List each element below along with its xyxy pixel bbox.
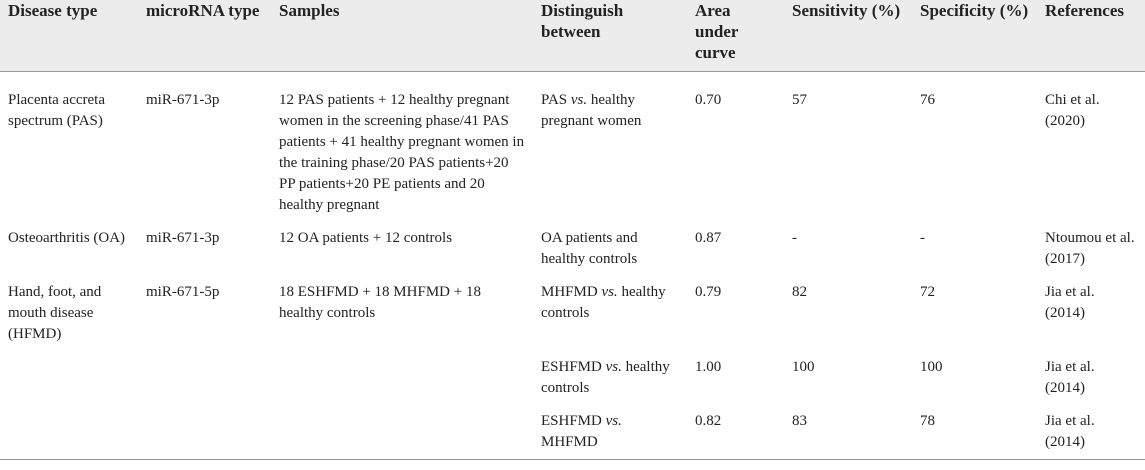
header-area-under-curve: Area under curve (687, 0, 784, 72)
cell-auc: 0.87 (695, 230, 722, 246)
cell-auc: 1.00 (695, 359, 722, 375)
cell-distinguish: MHFMD vs. healthy controls (533, 276, 687, 351)
cell-reference: Chi et al. (2020) (1045, 92, 1100, 129)
cell-samples: 12 OA patients + 12 controls (279, 230, 453, 246)
header-sensitivity: Sensitivity (%) (784, 0, 912, 72)
distinguish-text: healthy controls (541, 284, 666, 321)
cell-distinguish: PAS vs. healthy pregnant women (533, 72, 687, 223)
distinguish-text: MHFMD (541, 284, 602, 300)
cell-reference: Ntoumou et al. (2017) (1045, 230, 1135, 267)
distinguish-text: ESHFMD (541, 359, 606, 375)
cell-distinguish: OA patients and healthy controls (533, 222, 687, 276)
table-row: Placenta accreta spectrum (PAS) miR-671-… (0, 72, 1145, 223)
distinguish-text: healthy pregnant women (541, 92, 642, 129)
cell-mirna (138, 405, 271, 460)
cell-samples (271, 351, 533, 405)
header-distinguish-between: Distinguish between (533, 0, 687, 72)
table-row: ESHFMD vs. healthy controls 1.00 100 100… (0, 351, 1145, 405)
header-microrna-type: microRNA type (138, 0, 271, 72)
cell-samples: 18 ESHFMD + 18 MHFMD + 18 healthy contro… (279, 284, 481, 321)
header-specificity: Specificity (%) (912, 0, 1037, 72)
distinguish-text: OA patients and healthy controls (541, 230, 638, 267)
header-samples: Samples (271, 0, 533, 72)
vs-text: vs. (605, 413, 622, 429)
cell-sensitivity: 57 (792, 92, 807, 108)
cell-sensitivity: - (792, 230, 797, 246)
header-references: References (1037, 0, 1145, 72)
distinguish-text: healthy controls (541, 359, 670, 396)
cell-mirna: miR-671-5p (146, 284, 220, 300)
cell-mirna (138, 351, 271, 405)
cell-reference: Jia et al. (2014) (1045, 284, 1095, 321)
cell-auc: 0.70 (695, 92, 722, 108)
table-row: Hand, foot, and mouth disease (HFMD) miR… (0, 276, 1145, 351)
cell-auc: 0.82 (687, 405, 784, 460)
cell-specificity: - (920, 230, 925, 246)
distinguish-text: MHFMD (541, 434, 598, 450)
cell-disease: Osteoarthritis (OA) (8, 230, 126, 246)
cell-specificity: 100 (920, 359, 943, 375)
cell-distinguish: ESHFMD vs. MHFMD (533, 405, 687, 460)
cell-disease (0, 405, 138, 460)
cell-specificity: 78 (912, 405, 1037, 460)
distinguish-text: ESHFMD (541, 413, 606, 429)
cell-mirna: miR-671-3p (146, 92, 220, 108)
cell-disease: Hand, foot, and mouth disease (HFMD) (8, 284, 102, 342)
cell-disease: Placenta accreta spectrum (PAS) (8, 92, 106, 129)
header-disease-type: Disease type (0, 0, 138, 72)
vs-text: vs. (605, 359, 622, 375)
cell-sensitivity: 82 (792, 284, 807, 300)
vs-text: vs. (601, 284, 618, 300)
cell-auc: 0.79 (695, 284, 722, 300)
cell-disease (0, 351, 138, 405)
distinguish-text: PAS (541, 92, 571, 108)
vs-text: vs. (570, 92, 588, 108)
header-row: Disease type microRNA type Samples Disti… (0, 0, 1145, 72)
table-row: ESHFMD vs. MHFMD 0.82 83 78 Jia et al. (… (0, 405, 1145, 460)
cell-specificity: 72 (920, 284, 935, 300)
cell-sensitivity: 100 (792, 359, 815, 375)
table-row: Osteoarthritis (OA) miR-671-3p 12 OA pat… (0, 222, 1145, 276)
cell-samples: 12 PAS patients + 12 healthy pregnant wo… (279, 92, 525, 213)
cell-mirna: miR-671-3p (146, 230, 220, 246)
cell-distinguish: ESHFMD vs. healthy controls (533, 351, 687, 405)
cell-reference: Jia et al. (2014) (1037, 405, 1145, 460)
cell-samples (271, 405, 533, 460)
cell-reference: Jia et al. (2014) (1045, 359, 1095, 396)
mirna-table: Disease type microRNA type Samples Disti… (0, 0, 1145, 460)
cell-specificity: 76 (920, 92, 935, 108)
cell-sensitivity: 83 (784, 405, 912, 460)
